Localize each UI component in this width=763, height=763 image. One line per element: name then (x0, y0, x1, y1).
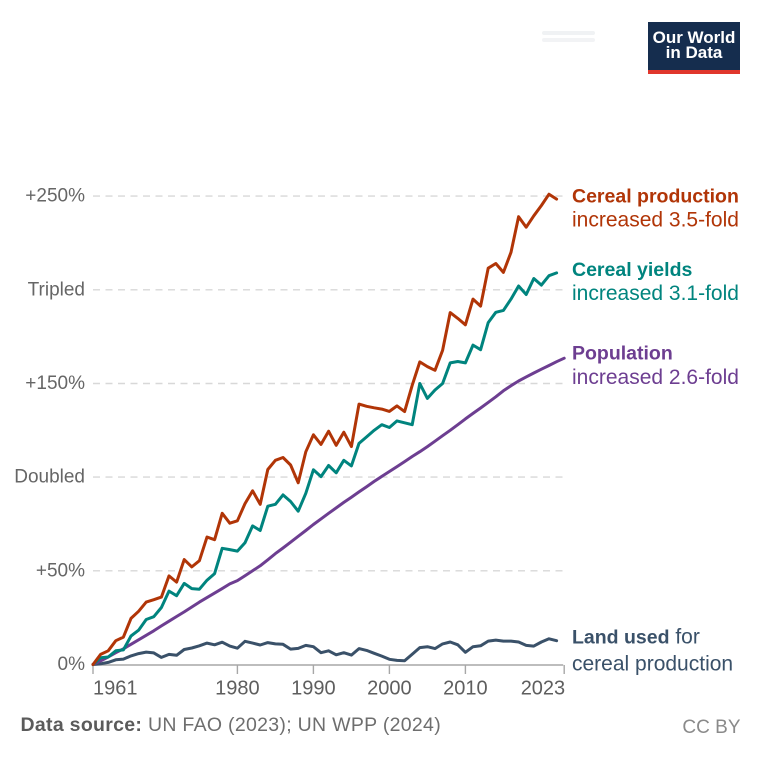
svg-text:Tripled: Tripled (28, 279, 85, 300)
svg-text:increased 3.1-fold: increased 3.1-fold (572, 282, 739, 305)
svg-text:increased 3.5-fold: increased 3.5-fold (572, 209, 739, 232)
svg-text:Doubled: Doubled (14, 467, 85, 488)
svg-text:2010: 2010 (443, 678, 488, 700)
svg-text:increased 2.6-fold: increased 2.6-fold (572, 366, 739, 389)
svg-text:1990: 1990 (291, 678, 336, 700)
svg-text:Land used for: Land used for (572, 626, 700, 649)
svg-text:1980: 1980 (215, 678, 260, 700)
svg-text:0%: 0% (58, 654, 86, 675)
svg-text:1961: 1961 (93, 678, 138, 700)
svg-text:2023: 2023 (521, 678, 566, 700)
svg-text:Population: Population (572, 343, 673, 365)
svg-text:2000: 2000 (367, 678, 412, 700)
svg-text:+250%: +250% (25, 186, 85, 207)
svg-text:+50%: +50% (36, 560, 85, 581)
svg-text:Cereal yields: Cereal yields (572, 259, 692, 281)
svg-text:+150%: +150% (25, 373, 85, 394)
svg-text:Cereal production: Cereal production (572, 186, 739, 208)
svg-text:cereal production: cereal production (572, 653, 733, 676)
